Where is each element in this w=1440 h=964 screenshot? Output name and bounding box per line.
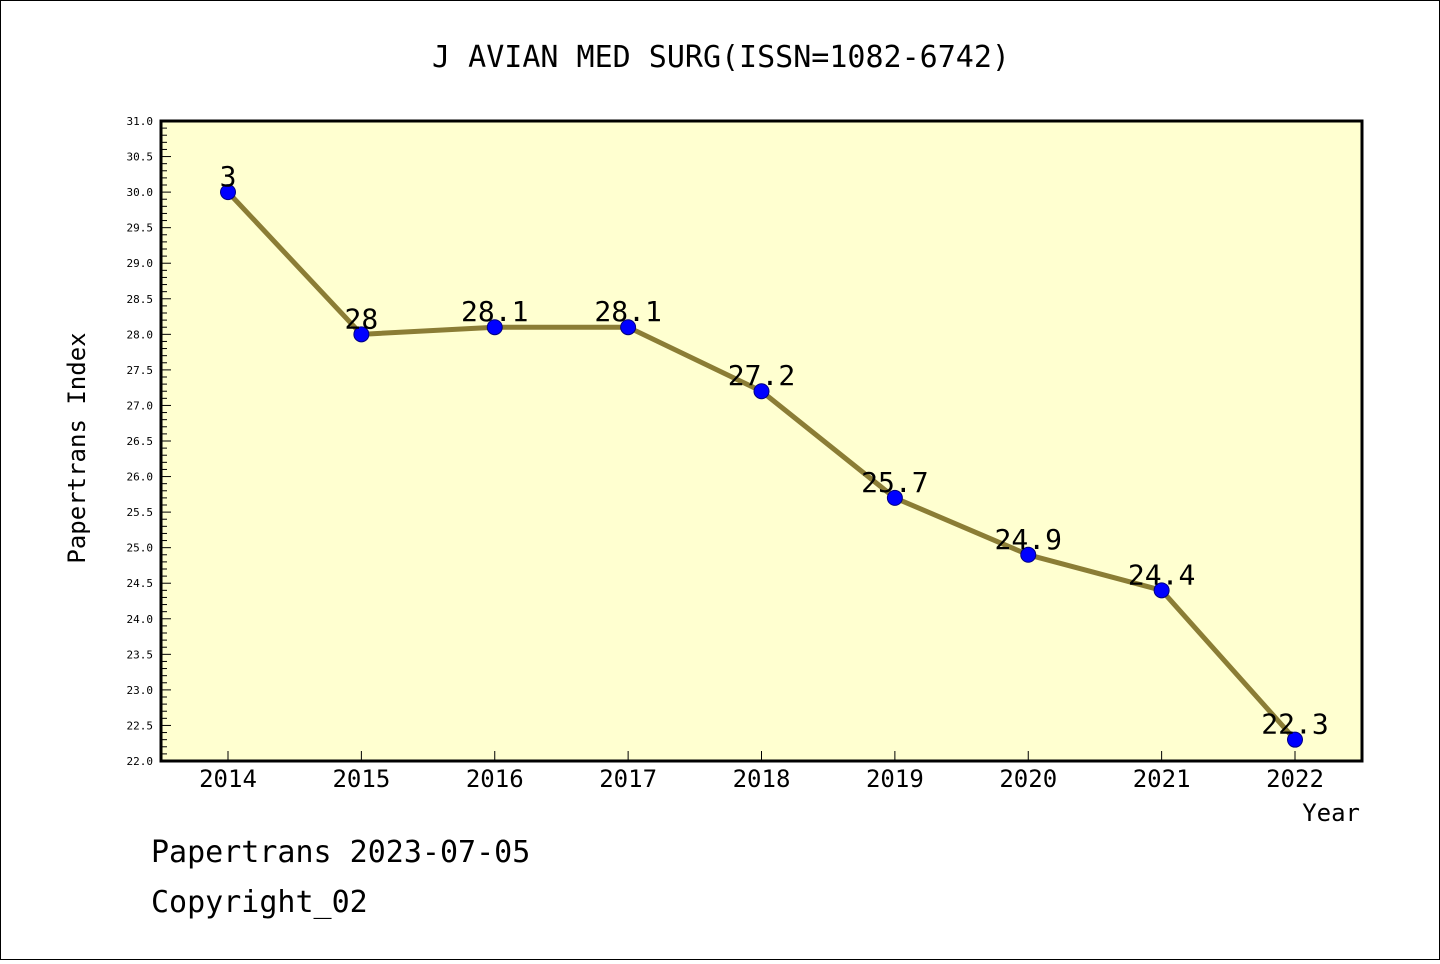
y-tick-label: 27.5 xyxy=(127,364,154,377)
data-point xyxy=(1153,582,1170,599)
data-point xyxy=(486,319,503,336)
data-label: 27.2 xyxy=(728,359,795,392)
x-axis-ticks: 2014 2015 2016 2017 2018 2019 2020 2021 2022 xyxy=(199,751,1324,793)
y-tick-label: 28.0 xyxy=(127,328,154,341)
data-point xyxy=(886,489,903,506)
data-label: 28.1 xyxy=(461,295,528,328)
y-tick-label: 26.5 xyxy=(127,435,154,448)
data-labels: 3 28 28.1 28.1 27.2 25.7 24.9 24.4 22.3 xyxy=(220,160,1329,741)
y-tick-label: 23.5 xyxy=(127,648,154,661)
x-tick-label: 2016 xyxy=(466,765,524,793)
data-point xyxy=(1020,546,1037,563)
y-tick-label: 22.0 xyxy=(127,755,154,768)
data-point xyxy=(220,184,236,201)
y-tick-label: 24.0 xyxy=(127,613,154,626)
data-point xyxy=(353,326,370,343)
footer-copyright: Copyright_02 xyxy=(151,885,368,920)
data-label: 25.7 xyxy=(861,466,928,499)
x-axis-label: Year xyxy=(1302,799,1360,827)
x-tick-label: 2018 xyxy=(733,765,791,793)
y-tick-label: 26.0 xyxy=(127,471,154,484)
data-label: 3 xyxy=(220,160,237,193)
chart-title: J AVIAN MED SURG(ISSN=1082-6742) xyxy=(432,40,1010,75)
y-tick-label: 25.5 xyxy=(127,506,154,519)
data-markers xyxy=(220,184,1303,748)
data-label: 24.4 xyxy=(1128,558,1195,591)
y-tick-label: 31.0 xyxy=(127,115,154,128)
y-tick-label: 22.5 xyxy=(127,719,154,732)
x-tick-label: 2021 xyxy=(1133,765,1191,793)
x-tick-label: 2020 xyxy=(999,765,1057,793)
data-point xyxy=(753,383,770,400)
data-point xyxy=(1287,731,1303,748)
y-tick-label: 27.0 xyxy=(127,399,154,412)
y-tick-label: 30.0 xyxy=(127,186,154,199)
x-tick-label: 2019 xyxy=(866,765,924,793)
y-tick-label: 23.0 xyxy=(127,684,154,697)
x-tick-label: 2017 xyxy=(599,765,657,793)
plot-area xyxy=(161,121,1362,761)
y-tick-label: 28.5 xyxy=(127,293,154,306)
x-tick-label: 2022 xyxy=(1266,765,1324,793)
y-tick-label: 30.5 xyxy=(127,151,154,164)
plot-border xyxy=(159,119,1364,763)
x-tick-label: 2015 xyxy=(332,765,390,793)
y-tick-label: 29.5 xyxy=(127,222,154,235)
data-point xyxy=(620,319,637,336)
y-tick-label: 29.0 xyxy=(127,257,154,270)
y-tick-label: 24.5 xyxy=(127,577,154,590)
y-axis-label: Papertrans Index xyxy=(63,332,91,563)
data-label: 22.3 xyxy=(1261,708,1328,741)
data-label: 28 xyxy=(345,302,379,335)
footer-date: Papertrans 2023-07-05 xyxy=(151,835,531,870)
y-tick-label: 25.0 xyxy=(127,542,154,555)
data-label: 24.9 xyxy=(995,523,1062,556)
x-tick-label: 2014 xyxy=(199,765,257,793)
data-label: 28.1 xyxy=(594,295,661,328)
